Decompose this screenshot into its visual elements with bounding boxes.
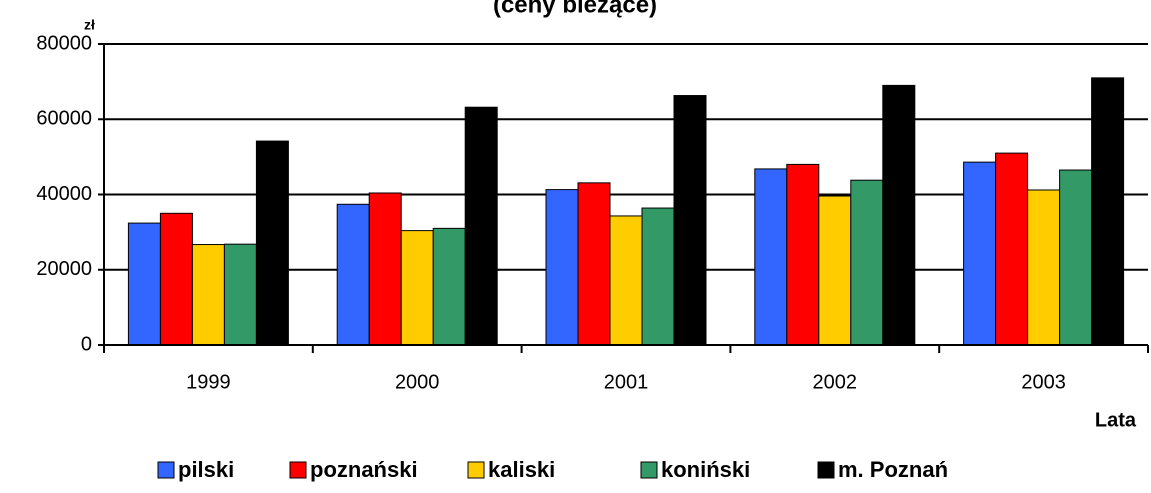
y-tick-label: 0 <box>81 333 92 355</box>
x-tick-label: 2002 <box>813 371 858 393</box>
legend-swatch <box>289 461 307 479</box>
y-axis-label: zł <box>84 17 95 33</box>
bar <box>400 230 434 346</box>
x-tick-label: 1999 <box>186 371 231 393</box>
x-tick-label: 2000 <box>395 371 440 393</box>
legend-label: poznański <box>310 457 418 482</box>
legend-swatch <box>467 461 485 479</box>
legend-swatch <box>157 461 175 479</box>
bar <box>545 189 579 346</box>
bar <box>882 84 916 346</box>
bar <box>850 179 884 346</box>
bar <box>464 106 498 346</box>
bar <box>577 182 611 346</box>
y-tick-label: 60000 <box>36 108 92 130</box>
bar <box>223 243 257 346</box>
bar <box>1059 169 1093 346</box>
bar <box>673 95 707 346</box>
x-axis-label: Lata <box>1095 409 1137 431</box>
x-tick-label: 2001 <box>604 371 649 393</box>
legend-label: m. Poznań <box>838 457 948 482</box>
legend-label: pilski <box>178 457 234 482</box>
bar <box>191 244 225 346</box>
bar <box>432 227 466 346</box>
legend-label: koniński <box>661 457 750 482</box>
bar <box>127 222 161 346</box>
bar <box>995 152 1029 346</box>
bar <box>963 161 997 346</box>
chart-title: (ceny bieżące) <box>493 0 657 18</box>
bar <box>1027 189 1061 346</box>
bar <box>255 140 289 346</box>
bar <box>641 207 675 346</box>
x-tick-label: 2003 <box>1021 371 1066 393</box>
legend-swatch <box>817 461 835 479</box>
legend-label: kaliski <box>488 457 555 482</box>
y-tick-label: 80000 <box>36 32 92 54</box>
bar <box>159 212 193 346</box>
bar <box>754 168 788 346</box>
bar <box>336 203 370 346</box>
bar <box>609 215 643 346</box>
y-tick-label: 20000 <box>36 258 92 280</box>
bar <box>1091 77 1125 346</box>
bar <box>818 195 852 346</box>
legend-swatch <box>640 461 658 479</box>
bar <box>368 192 402 346</box>
bar <box>786 163 820 346</box>
y-tick-label: 40000 <box>36 183 92 205</box>
